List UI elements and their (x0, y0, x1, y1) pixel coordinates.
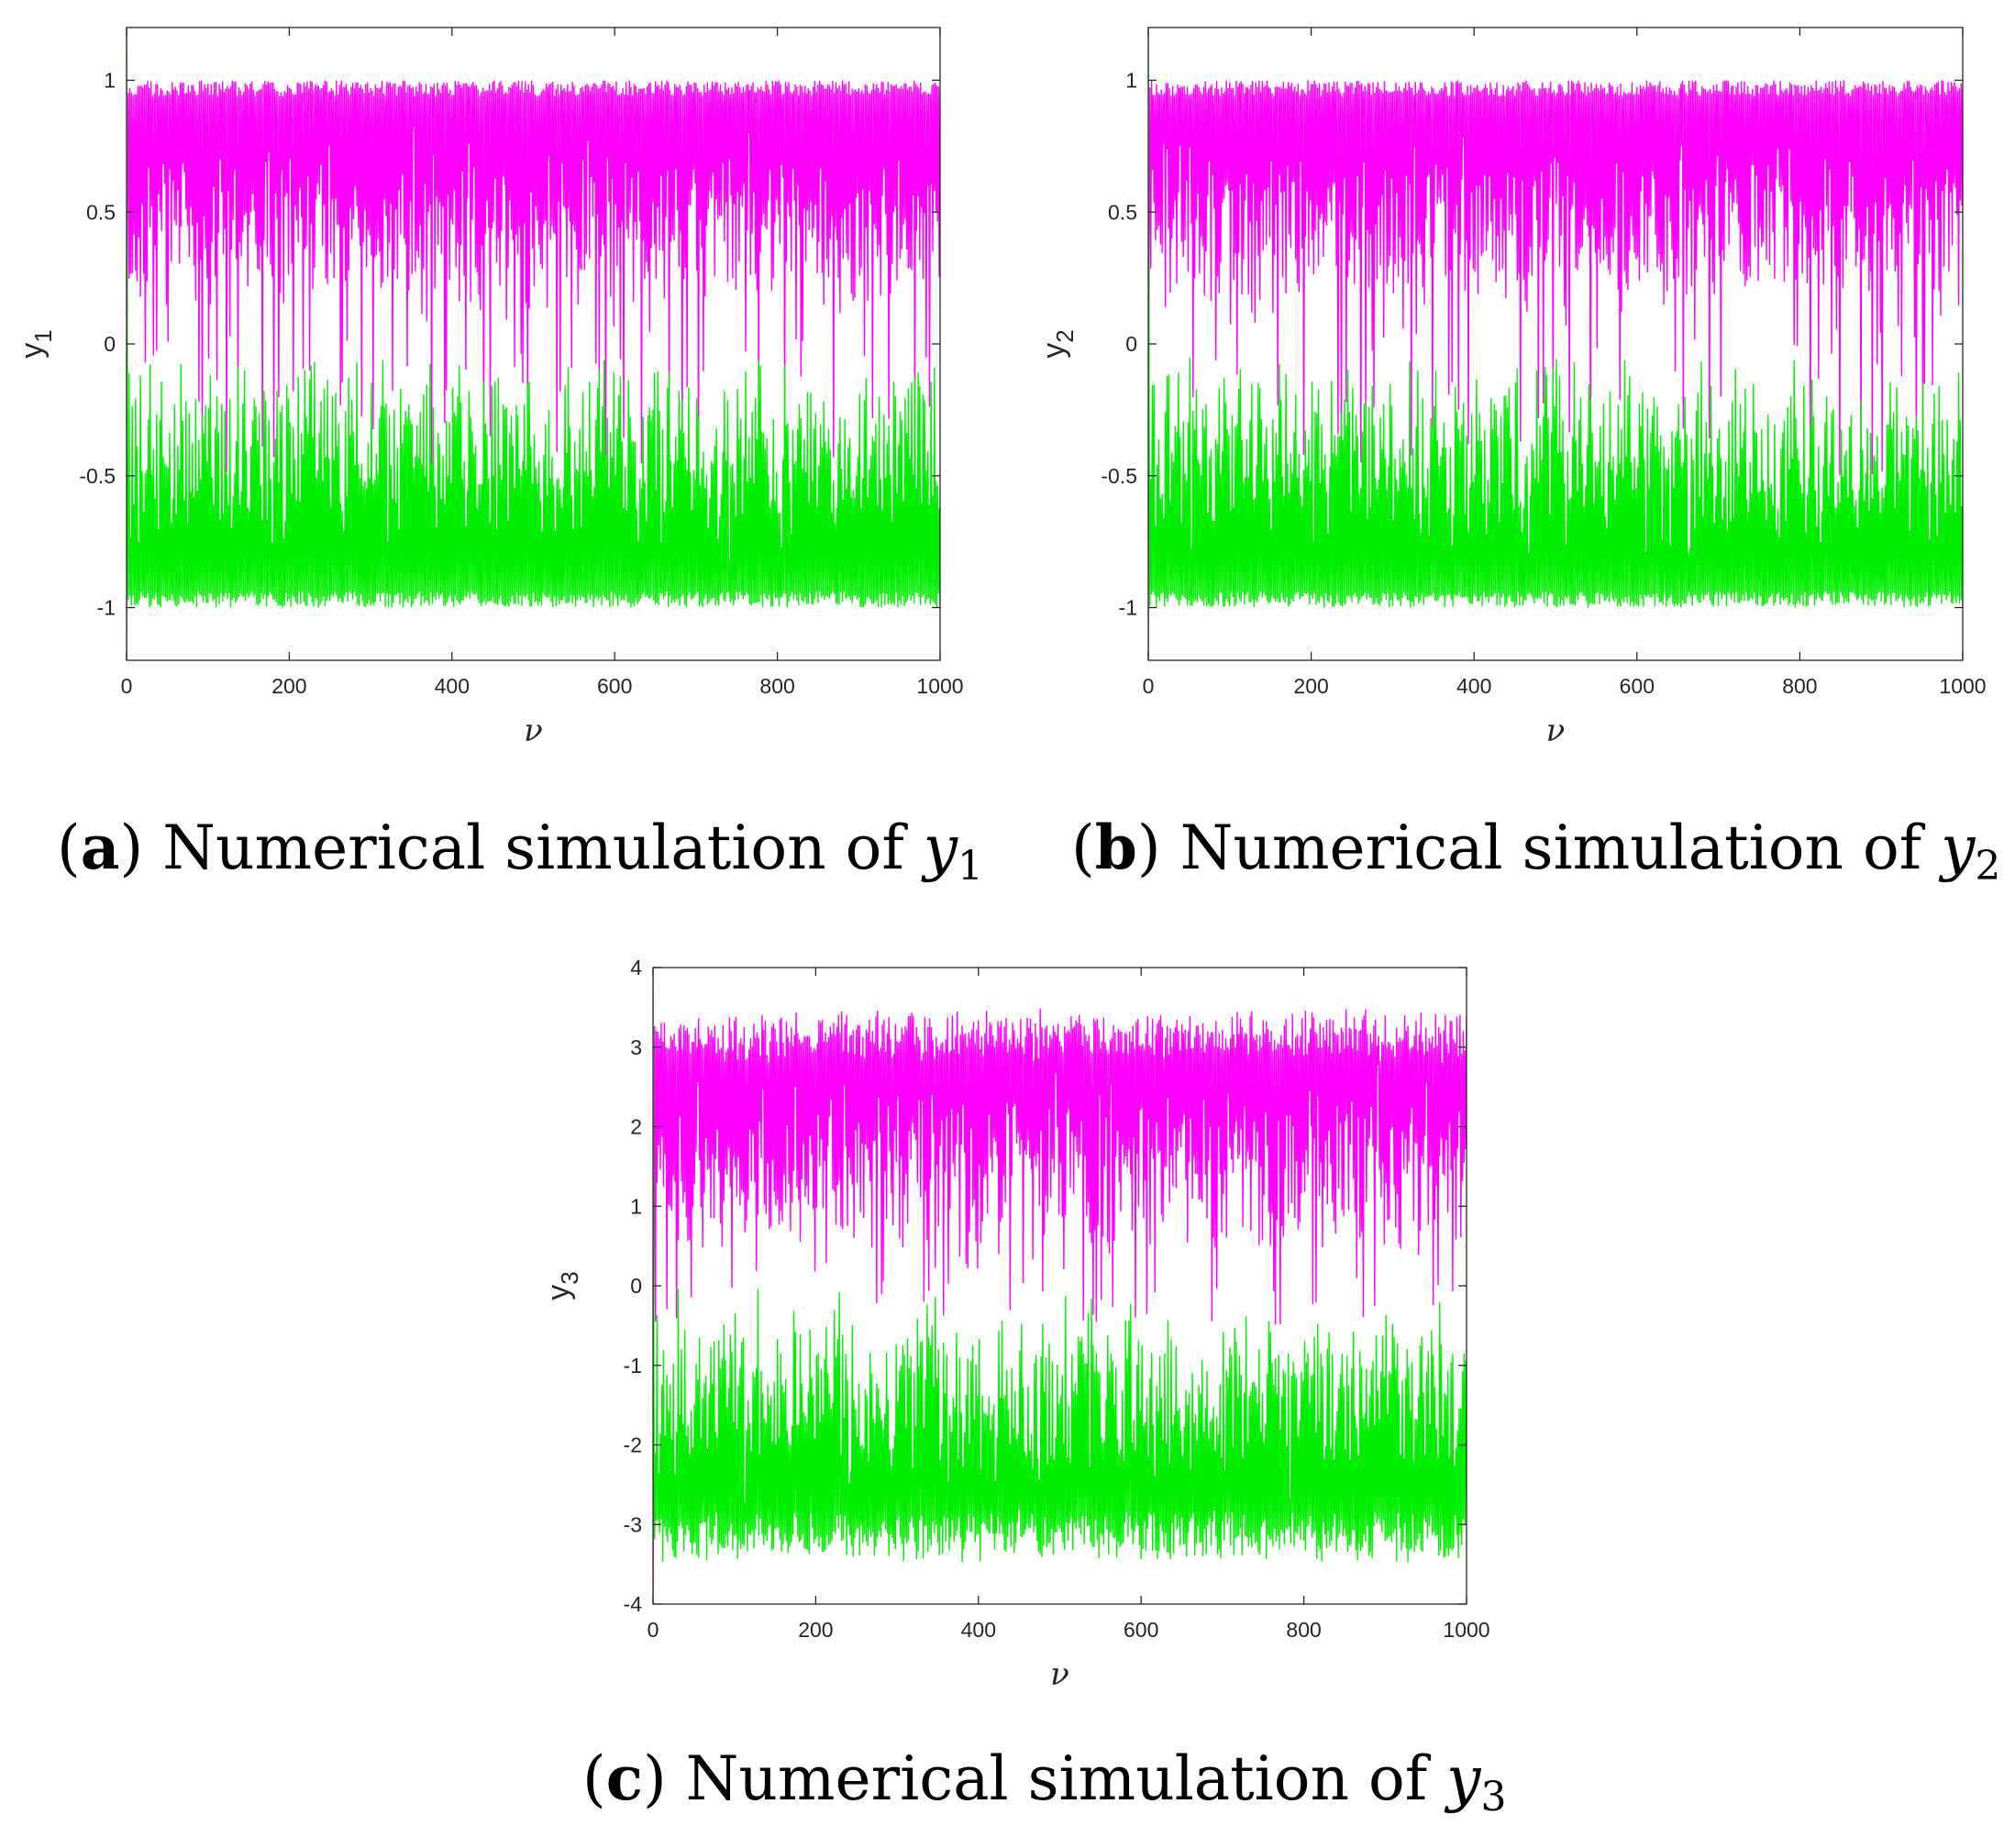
caption-a-open: ( (57, 813, 81, 883)
caption-a-sub: 1 (958, 843, 984, 890)
caption-b-letter: b (1094, 812, 1137, 883)
x-tick-label: 400 (961, 1618, 996, 1642)
caption-c-text: Numerical simulation of (666, 1743, 1447, 1814)
svg-text:y2: y2 (1036, 329, 1079, 358)
chart-b-svg: 0 200 400 600 800 1000 -1 -0.5 0 0.5 1 ν y2 (1036, 27, 1987, 749)
x-tick-label: 600 (597, 674, 632, 698)
y-axis-label: y3 (541, 1271, 583, 1300)
x-axis-label: ν (1050, 1656, 1069, 1693)
x-tick-label: 200 (798, 1618, 833, 1642)
series-line-magenta (653, 1008, 1467, 1604)
y-tick-label: -1 (97, 596, 116, 620)
series-line-green (127, 28, 940, 608)
x-tick-label: 200 (1293, 674, 1328, 698)
y-axis-label-sub: 2 (1051, 329, 1079, 342)
y-tick-label: -2 (624, 1433, 642, 1457)
x-tick-label: 0 (648, 1618, 659, 1642)
y-tick-label: -1 (1119, 596, 1137, 620)
caption-c-var: y (1446, 1743, 1481, 1814)
x-tick-label: 400 (435, 674, 470, 698)
y-axis-label: y2 (1036, 329, 1079, 358)
x-tick-label: 1000 (1939, 674, 1986, 698)
y-axis-label-base: y (15, 343, 50, 359)
caption-c-close: ) (642, 1743, 667, 1814)
x-axis-label: ν (1546, 713, 1566, 749)
caption-c-letter: c (605, 1743, 643, 1814)
series-line-magenta (1148, 80, 1963, 660)
x-tick-label: 600 (1620, 674, 1655, 698)
caption-b: (b) Numerical simulation of y2 (1071, 812, 2000, 890)
caption-b-sub: 2 (1975, 843, 2001, 890)
x-tick-label: 1000 (1443, 1618, 1489, 1642)
y-axis-label-base: y (541, 1285, 576, 1300)
caption-a: (a) Numerical simulation of y1 (57, 812, 983, 890)
series-line-green (653, 968, 1467, 1563)
y-tick-label: 1 (104, 69, 116, 93)
x-tick-label: 800 (759, 674, 794, 698)
x-tick-label: 200 (271, 674, 306, 698)
panel-b: 0 200 400 600 800 1000 -1 -0.5 0 0.5 1 ν y2 (b) Nume… (1018, 0, 2015, 899)
caption-c: (c) Numerical simulation of y3 (582, 1743, 1506, 1820)
y-tick-label: -3 (624, 1512, 642, 1536)
x-tick-label: 800 (1782, 674, 1817, 698)
series-group (127, 28, 940, 660)
x-tick-label: 1000 (916, 674, 963, 698)
caption-b-text: Numerical simulation of (1160, 813, 1942, 883)
y-axis-label-base: y (1036, 343, 1071, 359)
y-tick-label: 0.5 (86, 200, 116, 224)
y-tick-label: -0.5 (1101, 464, 1137, 488)
svg-text:y1: y1 (15, 329, 57, 358)
y-tick-label: -4 (624, 1592, 643, 1616)
x-tick-label: 600 (1124, 1618, 1158, 1642)
x-tick-label: 0 (1143, 674, 1155, 698)
series-line-magenta (127, 80, 940, 660)
x-axis-label: ν (524, 713, 543, 749)
panel-c: 0 200 400 600 800 1000 -4 -3 -2 -1 0 1 2 3 4 ν y3 (c) Nu… (532, 945, 1541, 1848)
y-tick-label: 1 (630, 1194, 642, 1218)
y-tick-label: 0 (104, 332, 116, 356)
y-tick-label: -0.5 (79, 464, 116, 488)
y-tick-label: 3 (630, 1035, 642, 1059)
x-tick-label: 800 (1286, 1618, 1321, 1642)
caption-a-letter: a (80, 812, 120, 883)
y-tick-label: -1 (624, 1354, 642, 1378)
series-line-green (1148, 28, 1963, 608)
y-axis-label: y1 (15, 329, 57, 358)
caption-a-close: ) (119, 813, 144, 883)
y-axis-label-sub: 3 (556, 1271, 583, 1284)
y-axis-label-sub: 1 (29, 329, 57, 342)
series-group (1148, 28, 1963, 660)
caption-c-open: ( (582, 1743, 606, 1814)
y-tick-label: 1 (1125, 69, 1137, 93)
y-tick-label: 0.5 (1108, 200, 1137, 224)
panel-a: 0 200 400 600 800 1000 -1 -0.5 0 0.5 1 ν y1 (a) Nume… (0, 0, 1007, 899)
caption-b-close: ) (1136, 813, 1161, 883)
caption-a-var: y (923, 813, 958, 883)
caption-a-text: Numerical simulation of (143, 813, 924, 883)
series-group (653, 968, 1467, 1604)
caption-b-var: y (1941, 813, 1976, 883)
y-tick-label: 0 (630, 1274, 642, 1298)
x-tick-label: 400 (1456, 674, 1491, 698)
y-tick-label: 0 (1125, 332, 1137, 356)
svg-text:y3: y3 (541, 1271, 583, 1300)
y-tick-label: 4 (630, 956, 642, 979)
caption-b-open: ( (1071, 813, 1095, 883)
caption-c-sub: 3 (1480, 1774, 1507, 1820)
y-tick-label: 2 (630, 1115, 642, 1139)
x-tick-label: 0 (121, 674, 133, 698)
